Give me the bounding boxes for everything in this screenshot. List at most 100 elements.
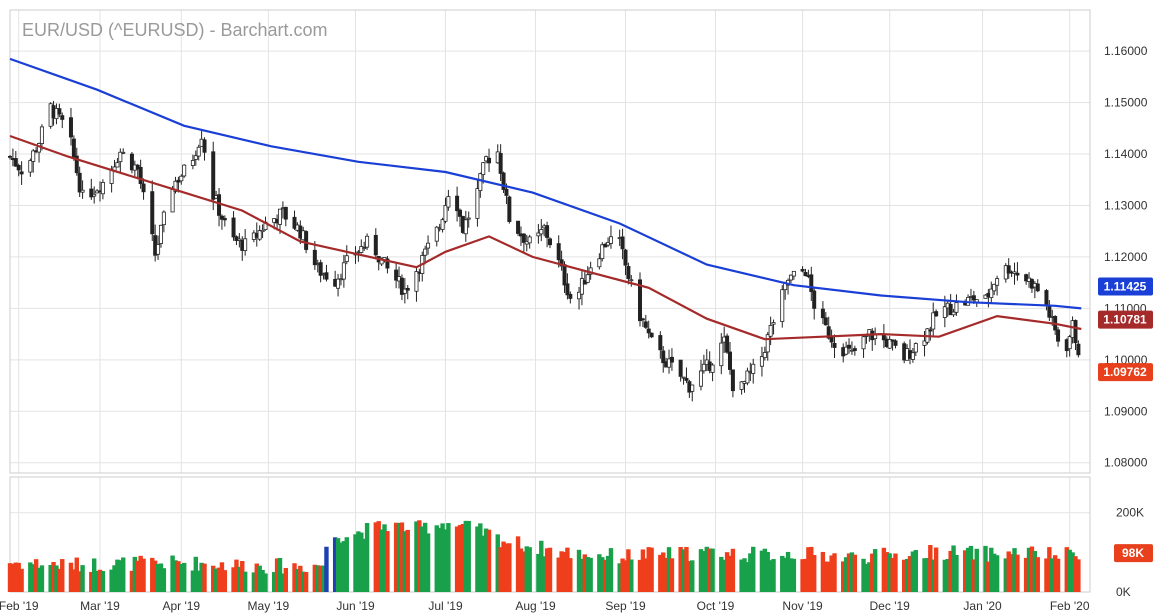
volume-bar [643, 558, 649, 592]
candle-body [565, 283, 570, 296]
volume-bar [121, 557, 126, 592]
candle-body [161, 211, 166, 226]
candle-body [193, 155, 198, 160]
candle-body [170, 189, 175, 213]
candle-body [1012, 271, 1017, 274]
grid-layer [10, 10, 1090, 593]
volume-bar [254, 563, 259, 592]
volume-bar [585, 557, 590, 592]
volume-bar [910, 551, 916, 592]
volume-bar [373, 522, 379, 592]
volume-bar [942, 559, 948, 592]
candle-body [791, 270, 796, 277]
volume-bar [1055, 558, 1061, 592]
candle-body [995, 278, 1000, 286]
volume-bar [193, 556, 199, 592]
volume-bar [518, 548, 524, 592]
candle-body [556, 243, 561, 261]
candle-body [504, 188, 509, 196]
volume-bar [579, 558, 585, 592]
candle-body [385, 258, 390, 269]
volume-bar [1067, 549, 1072, 592]
candle-body [669, 356, 674, 363]
volume-bar [379, 529, 384, 592]
volume-bar [115, 559, 120, 592]
candle-body [60, 115, 65, 120]
volume-bar [536, 553, 541, 592]
volume-bar [504, 543, 509, 592]
volume-bar [91, 558, 97, 592]
candle-body [516, 220, 521, 234]
candle-body [1006, 265, 1011, 274]
volume-bar [765, 552, 770, 592]
candle-body [481, 162, 486, 176]
date-tick-label: Jun '19 [336, 599, 375, 613]
volume-bar [443, 529, 448, 592]
candle-body [426, 242, 431, 249]
volume-bar [263, 573, 268, 592]
volume-bar [457, 525, 463, 592]
volume-bar [800, 559, 805, 592]
volume-bar [1073, 556, 1078, 592]
candle-body [100, 182, 105, 195]
volume-bar [986, 561, 991, 592]
volume-bar [481, 535, 486, 592]
moving-averages [9, 57, 1082, 341]
volume-bar [1047, 547, 1052, 592]
candle-body [829, 336, 834, 343]
candle-body [638, 279, 643, 322]
volume-bar [382, 524, 387, 592]
candle-body [190, 160, 195, 166]
volume-bar [48, 564, 53, 592]
volume-bar [524, 546, 529, 592]
volume-bar [901, 559, 907, 592]
volume-bar [719, 556, 724, 592]
volume-bar [872, 549, 878, 592]
volume-bar [402, 531, 408, 592]
candle-body [260, 229, 265, 233]
volume-bar [478, 523, 483, 592]
volume-bar [849, 552, 855, 592]
candle-body [1073, 320, 1078, 344]
volume-bar [602, 559, 608, 592]
candle-body [887, 339, 892, 349]
volume-bar [240, 561, 245, 592]
chart-title: EUR/USD (^EURUSD) - Barchart.com [22, 20, 327, 40]
candle-body [585, 274, 590, 283]
last-value-label: 1.10781 [1103, 313, 1147, 327]
volume-bar [928, 545, 933, 592]
last-value-label: 1.11425 [1104, 280, 1147, 294]
candle-body [31, 150, 36, 162]
volume-bar [414, 521, 419, 592]
date-tick-label: Feb '19 [0, 599, 39, 613]
volume-bar [501, 541, 506, 592]
volume-bar [16, 562, 21, 592]
volume-bar [33, 559, 39, 592]
price-pane-frame [9, 9, 1091, 474]
last-value-badge [1098, 277, 1153, 296]
volume-bar [913, 550, 919, 592]
volume-bar [280, 573, 286, 592]
candle-body [16, 165, 21, 171]
volume-bar [301, 571, 306, 592]
volume-bar [1026, 547, 1032, 592]
volume-bar [820, 551, 826, 592]
volume-bar [788, 558, 794, 592]
candle-body [579, 278, 584, 295]
date-axis: Feb '19 Mar '19 Apr '19 May '19 Jun '19 Jul '… [0, 599, 1090, 613]
candle-body [243, 238, 248, 252]
candle-body [156, 244, 161, 255]
candle-body [989, 288, 994, 298]
candle-body [446, 196, 451, 208]
volume-bar [704, 546, 709, 592]
volume-bar [277, 557, 283, 592]
candle-body [1044, 290, 1049, 307]
volume-bar [179, 564, 184, 592]
volume-bar [884, 552, 889, 592]
volume-bar [629, 559, 634, 592]
volume-bar [527, 547, 532, 592]
volume-bar [440, 523, 445, 592]
candle-body [341, 262, 346, 280]
candle-body [620, 236, 625, 250]
